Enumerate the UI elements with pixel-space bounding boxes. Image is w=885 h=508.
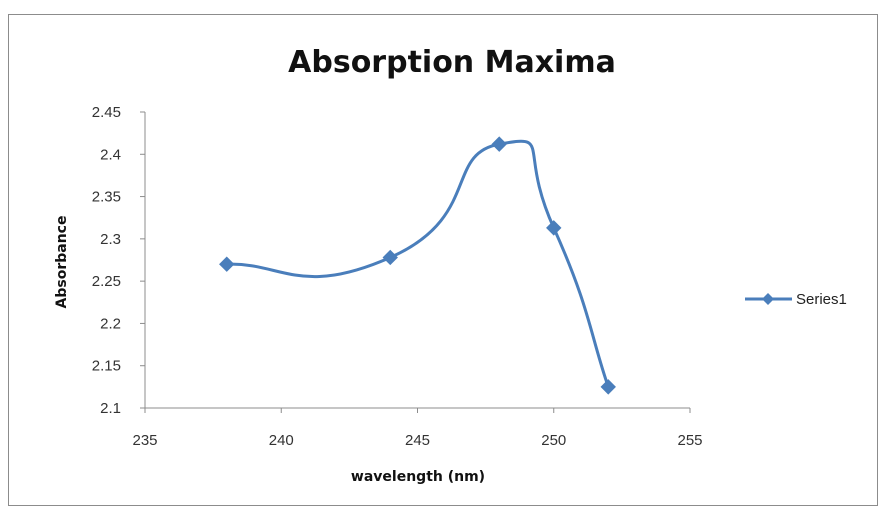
y-tick-label: 2.45 [92, 104, 121, 121]
series-line [226, 139, 610, 388]
x-tick-label: 255 [677, 432, 702, 449]
x-tick-label: 240 [269, 432, 294, 449]
y-axis-title: Absorbance [54, 216, 70, 309]
y-tick-label: 2.1 [100, 400, 121, 417]
y-tick-label: 2.4 [100, 146, 121, 163]
y-tick-label: 2.35 [92, 189, 121, 206]
series-layer [219, 136, 616, 395]
legend-label: Series1 [796, 291, 847, 308]
axes: 2.1 2.15 2.2 2.25 2.3 2.35 2.4 2.45 235 240 245 250… [92, 104, 703, 449]
x-axis-title: wavelength (nm) [351, 469, 485, 485]
x-tick-label: 235 [132, 432, 157, 449]
y-tick-label: 2.2 [100, 315, 121, 332]
data-point-marker [219, 256, 235, 272]
x-tick-label: 250 [541, 432, 566, 449]
y-tick-label: 2.25 [92, 273, 121, 290]
chart-title: Absorption Maxima [288, 45, 616, 80]
chart-area [8, 14, 878, 506]
y-tick-label: 2.15 [92, 358, 121, 375]
data-point-marker [600, 379, 616, 395]
x-tick-label: 245 [405, 432, 430, 449]
legend-marker [762, 293, 774, 305]
data-point-marker [491, 136, 507, 152]
y-tick-label: 2.3 [100, 231, 121, 248]
data-point-marker [382, 249, 398, 266]
legend: Series1 [745, 291, 847, 308]
data-point-marker [546, 220, 562, 236]
